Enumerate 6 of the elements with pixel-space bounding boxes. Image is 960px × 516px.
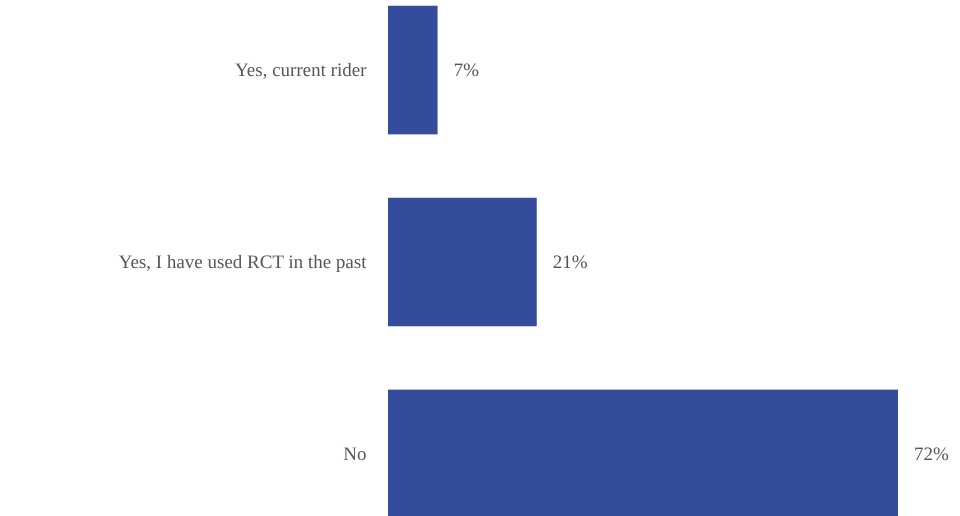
y-tick-label: No [343, 444, 366, 465]
data-label: 7% [454, 60, 480, 82]
y-tick-label: Yes, I have used RCT in the past [118, 252, 368, 273]
data-label: 72% [914, 444, 949, 465]
y-tick-label: Yes, current rider [234, 60, 368, 82]
data-label: 21% [552, 252, 588, 273]
